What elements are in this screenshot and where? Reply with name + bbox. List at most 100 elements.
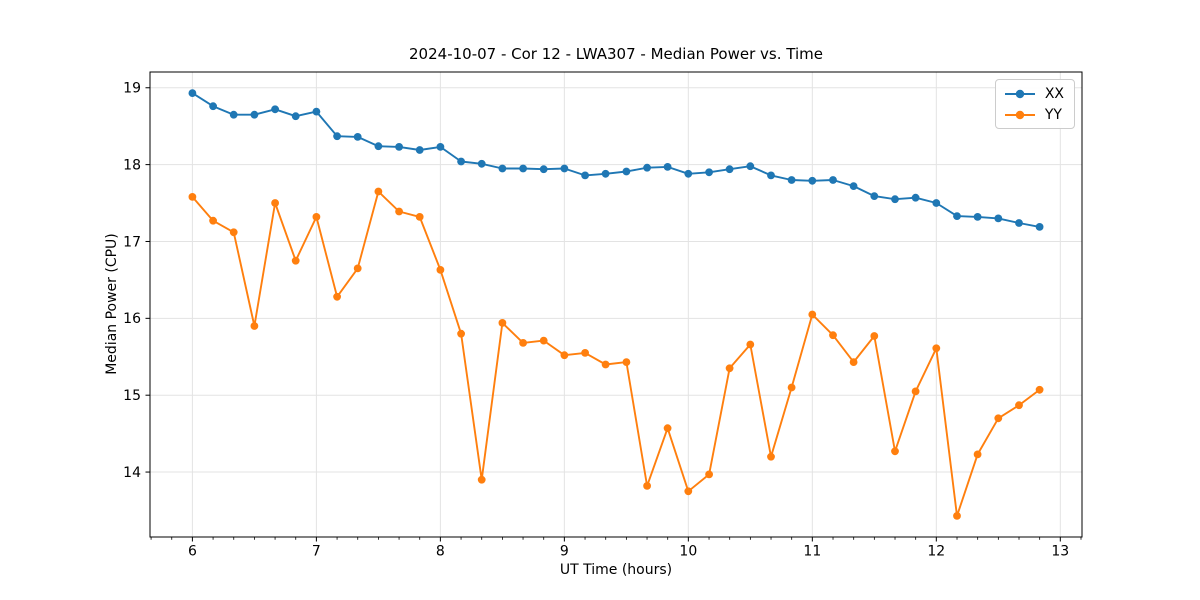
series-XX-point-2	[229, 110, 238, 119]
series-XX-point-7	[333, 132, 341, 141]
series-XX-point-11	[415, 146, 424, 154]
series-YY-point-27	[746, 340, 755, 349]
series-YY-point-21	[622, 358, 631, 366]
series-XX-point-28	[767, 171, 775, 180]
series-YY-point-40	[1015, 401, 1023, 410]
series-XX-point-8	[353, 133, 362, 141]
x-tick-label-13: 13	[1051, 544, 1069, 560]
x-tick-label-6: 6	[188, 544, 197, 560]
series-YY-point-1	[209, 216, 218, 225]
series-YY-point-22	[643, 482, 651, 490]
legend-label-yy: YY	[1044, 106, 1062, 123]
series-XX-point-36	[932, 199, 941, 207]
series-YY-point-0	[188, 193, 197, 201]
series-YY-point-14	[477, 475, 486, 484]
x-tick-label-10: 10	[679, 544, 697, 560]
series-XX-point-1	[209, 102, 218, 111]
y-tick-label-18: 18	[123, 158, 141, 174]
series-YY-point-2	[229, 228, 238, 237]
series-XX-point-41	[1035, 223, 1044, 231]
series-XX-point-9	[374, 142, 383, 151]
x-tick-label-9: 9	[560, 544, 569, 560]
series-YY-point-38	[973, 450, 982, 459]
series-YY-point-17	[539, 336, 548, 345]
x-tick-label-11: 11	[803, 544, 821, 560]
series-YY-point-37	[953, 512, 961, 520]
x-tick-label-8: 8	[436, 544, 445, 560]
series-YY-point-29	[787, 383, 796, 392]
series-XX-point-4	[271, 105, 279, 114]
series-XX-point-27	[746, 162, 755, 171]
series-YY-point-20	[601, 360, 610, 369]
series-XX-point-24	[684, 169, 693, 178]
series-XX-point-37	[953, 212, 961, 221]
series-YY-point-18	[560, 351, 569, 360]
series-YY-point-26	[725, 364, 734, 373]
y-tick-label-14: 14	[123, 465, 141, 481]
series-YY-point-7	[333, 292, 341, 301]
legend-swatch-yy-icon	[1004, 110, 1035, 119]
series-YY-point-12	[436, 266, 445, 274]
series-XX-point-20	[601, 169, 610, 178]
legend-item-yy: YY	[1004, 105, 1064, 124]
x-tick-label-7: 7	[312, 544, 321, 560]
series-XX-point-22	[643, 163, 651, 172]
chart-title: 2024-10-07 - Cor 12 - LWA307 - Median Po…	[409, 45, 823, 63]
series-XX-point-5	[291, 112, 300, 121]
series-XX-point-35	[911, 193, 920, 202]
series-YY-point-4	[271, 199, 279, 207]
series-YY-point-36	[932, 344, 941, 353]
series-YY-point-9	[374, 187, 383, 196]
series-XX-point-21	[622, 167, 631, 176]
series-XX-point-39	[994, 214, 1003, 223]
legend: XX YY	[994, 79, 1075, 129]
series-XX-point-13	[457, 157, 465, 166]
series-XX-point-15	[498, 164, 507, 173]
legend-item-xx: XX	[1004, 84, 1064, 103]
series-YY-point-8	[353, 264, 362, 273]
y-tick-label-16: 16	[123, 311, 141, 327]
plot-border	[149, 71, 1083, 538]
legend-marker-yy-icon	[1015, 110, 1025, 119]
series-line-YY	[191, 190, 1041, 517]
x-axis-label: UT Time (hours)	[559, 562, 673, 578]
series-YY-point-28	[767, 452, 775, 461]
series-YY-point-41	[1035, 385, 1044, 394]
series-XX-point-23	[663, 163, 672, 171]
series-YY-point-10	[395, 207, 403, 216]
series-XX-point-10	[395, 143, 403, 151]
series-YY-point-33	[870, 332, 879, 340]
series-XX-point-25	[705, 168, 713, 177]
series-YY-point-25	[705, 470, 713, 479]
legend-marker-xx-icon	[1015, 89, 1025, 98]
series-YY-point-11	[415, 213, 424, 221]
series-XX-point-12	[436, 143, 445, 151]
series-XX-point-14	[477, 159, 486, 168]
series-YY-point-13	[457, 329, 465, 338]
x-tick-label-12: 12	[927, 544, 945, 560]
y-tick-label-15: 15	[123, 388, 141, 404]
series-YY-point-5	[291, 256, 300, 265]
series-YY-point-35	[911, 387, 920, 396]
series-XX-point-33	[870, 192, 879, 201]
series-YY-point-6	[312, 213, 321, 221]
series-XX-point-6	[312, 107, 321, 116]
series-YY-point-34	[891, 447, 899, 456]
series-XX-point-16	[519, 164, 527, 173]
legend-swatch-xx-icon	[1004, 89, 1035, 98]
series-XX-point-19	[581, 171, 589, 180]
series-YY-point-32	[849, 358, 858, 366]
series-XX-point-40	[1015, 219, 1023, 227]
series-XX-point-17	[539, 165, 548, 174]
series-XX-point-29	[787, 176, 796, 184]
series-YY-point-3	[250, 322, 259, 330]
series-XX-point-38	[973, 213, 982, 221]
series-XX-point-3	[250, 110, 259, 119]
series-XX-point-0	[188, 89, 197, 97]
series-XX-point-18	[560, 164, 569, 173]
series-YY-point-16	[519, 339, 527, 347]
series-XX-point-32	[849, 182, 858, 191]
series-YY-point-23	[663, 424, 672, 433]
